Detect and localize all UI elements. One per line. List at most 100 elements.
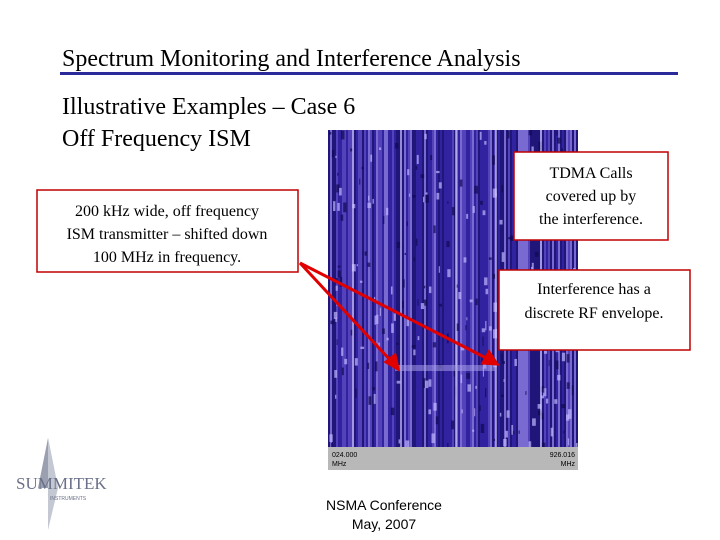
callout-text: discrete RF envelope. <box>524 305 663 322</box>
spectrogram-texture <box>465 325 467 331</box>
spectrogram-texture <box>354 358 358 366</box>
spectrogram-texture <box>480 200 483 205</box>
spectrogram-texture <box>423 196 425 203</box>
spectrogram-texture <box>455 130 457 447</box>
spectrogram-texture <box>541 395 545 399</box>
spectrogram-texture <box>448 130 450 447</box>
title-rule <box>60 72 678 75</box>
footer: NSMA Conference <box>326 497 442 513</box>
spectrogram-texture <box>415 165 418 170</box>
spectrogram-texture <box>392 130 394 447</box>
spectrogram-texture <box>462 130 464 447</box>
spectrogram-texture <box>386 130 388 447</box>
spectrogram-texture <box>455 323 459 331</box>
title: Spectrum Monitoring and Interference Ana… <box>62 46 521 72</box>
callout-text: TDMA Calls <box>549 165 632 182</box>
spectrogram-texture <box>364 130 366 447</box>
spectrogram-texture <box>460 130 462 447</box>
spectrogram-texture <box>418 130 420 447</box>
freq-label: MHz <box>332 461 347 468</box>
logo: SUMMITEK INSTRUMENTS <box>16 438 107 530</box>
spectrogram-texture <box>340 214 344 221</box>
spectrogram-texture <box>416 130 418 447</box>
spectrogram-texture <box>380 130 382 447</box>
spectrogram-texture <box>333 311 338 319</box>
spectrogram-texture <box>561 403 566 409</box>
spectrogram-texture <box>554 399 558 404</box>
spectrogram-texture <box>412 130 414 447</box>
spectrogram-texture <box>335 285 338 291</box>
spectrogram-texture <box>561 352 566 362</box>
spectrogram-texture <box>458 291 462 300</box>
spectrogram-texture <box>410 130 412 447</box>
spectrogram-texture <box>360 130 362 447</box>
spectrogram-texture <box>432 130 434 447</box>
spectrogram-texture <box>461 409 463 414</box>
spectrogram-texture <box>474 408 476 417</box>
spectrogram-texture <box>386 337 389 341</box>
spectrogram-texture <box>563 430 565 434</box>
spectrogram-texture <box>447 269 451 278</box>
spectrogram-texture <box>407 169 410 176</box>
spectrogram-texture <box>398 439 401 444</box>
spectrogram-texture <box>488 130 490 447</box>
spectrogram-texture <box>402 130 404 447</box>
spectrogram-texture <box>416 154 419 165</box>
spectrogram-texture <box>518 430 520 434</box>
spectrogram-texture <box>356 264 358 267</box>
spectrogram-texture <box>556 130 558 136</box>
spectrogram-texture <box>511 425 514 435</box>
spectrogram-texture <box>432 342 437 348</box>
spectrogram-texture <box>492 329 497 339</box>
spectrogram-texture <box>567 438 570 446</box>
spectrogram-texture <box>466 130 468 447</box>
spectrogram-texture <box>468 130 470 447</box>
spectrogram-texture <box>413 349 416 356</box>
spectrogram-texture <box>447 201 449 204</box>
spectrogram-texture <box>475 385 477 389</box>
spectrogram-texture <box>505 430 508 438</box>
spectrogram-texture <box>470 130 472 447</box>
callout-text: covered up by <box>546 188 637 205</box>
spectrogram-texture <box>482 336 484 347</box>
spectrogram-texture <box>475 298 478 306</box>
spectrogram-texture <box>331 149 335 158</box>
spectrogram-texture <box>336 339 338 345</box>
logo-sub: INSTRUMENTS <box>50 496 87 502</box>
spectrogram-texture <box>340 130 342 447</box>
spectrogram-texture <box>334 130 336 447</box>
spectrogram-texture <box>453 368 456 377</box>
spectrogram-texture <box>340 130 345 140</box>
spectrogram-texture <box>431 433 435 444</box>
spectrogram-texture <box>366 130 368 447</box>
spectrogram-texture <box>428 379 432 387</box>
spectrogram-texture <box>433 402 437 411</box>
spectrogram-texture <box>398 130 400 447</box>
spectrogram-texture <box>382 130 384 447</box>
spectrogram-texture <box>500 394 504 397</box>
spectrogram-texture <box>334 370 338 378</box>
spectrogram-texture <box>436 192 440 200</box>
spectrogram-texture <box>422 378 426 388</box>
spectrogram-texture <box>531 146 534 154</box>
spectrogram-texture <box>501 353 503 362</box>
spectrogram-texture <box>333 201 336 212</box>
spectrogram-texture <box>459 179 463 187</box>
spectrogram-texture <box>408 130 410 447</box>
spectrogram-texture <box>368 130 370 447</box>
spectrogram-texture <box>469 299 473 303</box>
spectrogram-texture <box>528 130 532 136</box>
spectrogram-texture <box>372 198 374 204</box>
spectrogram-texture <box>373 393 376 404</box>
spectrogram-texture <box>542 388 547 397</box>
spectrogram-texture <box>424 380 429 389</box>
spectrogram-texture <box>382 328 385 334</box>
spectrogram-texture <box>493 438 496 441</box>
spectrogram-texture <box>479 131 482 140</box>
spectrogram-texture <box>423 285 426 289</box>
spectrogram-texture <box>384 130 386 447</box>
spectrogram-texture <box>565 414 570 421</box>
spectrogram-texture <box>393 313 396 321</box>
spectrogram-texture <box>364 251 367 256</box>
spectrogram-texture <box>391 323 394 333</box>
